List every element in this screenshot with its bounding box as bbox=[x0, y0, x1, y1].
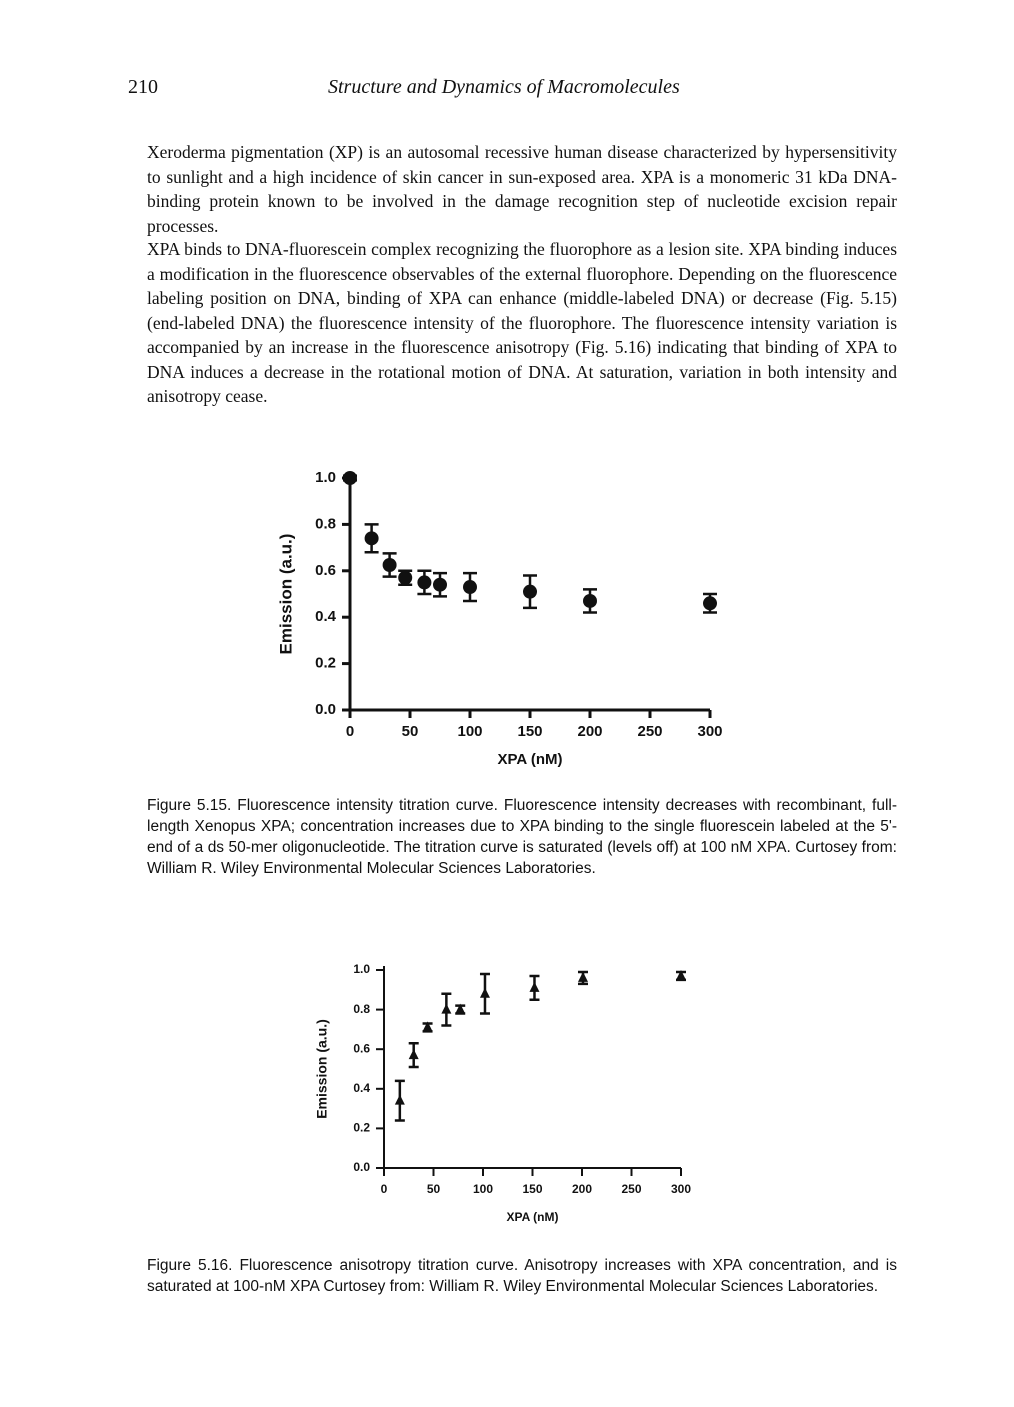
data-point bbox=[441, 1003, 452, 1014]
y-tick-label: 1.0 bbox=[353, 962, 370, 976]
y-tick-label: 0.2 bbox=[315, 655, 336, 672]
y-tick-label: 0.4 bbox=[353, 1081, 370, 1095]
x-tick-label: 250 bbox=[637, 723, 662, 740]
x-tick-label: 50 bbox=[427, 1182, 441, 1196]
data-point bbox=[364, 531, 379, 546]
y-tick-label: 0.4 bbox=[315, 608, 337, 625]
y-tick-label: 0.8 bbox=[353, 1002, 370, 1016]
x-tick-label: 100 bbox=[457, 723, 482, 740]
data-point bbox=[523, 584, 537, 599]
running-title: Structure and Dynamics of Macromolecules bbox=[328, 76, 680, 98]
data-point bbox=[408, 1049, 419, 1060]
data-point bbox=[463, 580, 477, 595]
x-tick-label: 200 bbox=[572, 1182, 592, 1196]
page-number: 210 bbox=[128, 76, 158, 98]
data-point bbox=[417, 575, 432, 590]
x-tick-label: 0 bbox=[346, 723, 354, 740]
figure-caption: Figure 5.15. Fluorescence intensity titr… bbox=[147, 797, 897, 877]
data-point bbox=[422, 1021, 433, 1032]
x-axis-label: XPA (nM) bbox=[507, 1210, 559, 1224]
x-tick-label: 300 bbox=[697, 723, 722, 740]
y-tick-label: 0.0 bbox=[315, 701, 336, 718]
x-tick-label: 150 bbox=[522, 1182, 542, 1196]
y-tick-label: 1.0 bbox=[315, 469, 336, 486]
x-tick-label: 50 bbox=[402, 723, 419, 740]
data-point bbox=[479, 987, 490, 998]
x-tick-label: 300 bbox=[671, 1182, 691, 1196]
y-axis-label: Emission (a.u.) bbox=[314, 1019, 330, 1119]
x-tick-label: 100 bbox=[473, 1182, 493, 1196]
y-axis-label: Emission (a.u.) bbox=[276, 534, 295, 655]
y-tick-label: 0.6 bbox=[353, 1041, 370, 1055]
data-point bbox=[433, 577, 447, 592]
x-tick-label: 150 bbox=[517, 723, 542, 740]
data-point bbox=[676, 969, 686, 980]
data-point bbox=[394, 1094, 405, 1105]
x-tick-label: 250 bbox=[621, 1182, 641, 1196]
data-point bbox=[583, 593, 597, 608]
data-point bbox=[577, 971, 588, 982]
y-tick-label: 0.2 bbox=[353, 1121, 370, 1135]
y-tick-label: 0.8 bbox=[315, 515, 336, 532]
data-point bbox=[529, 981, 540, 992]
data-point bbox=[382, 558, 397, 572]
data-point bbox=[398, 570, 413, 585]
y-tick-label: 0.0 bbox=[353, 1160, 370, 1174]
x-tick-label: 200 bbox=[577, 723, 602, 740]
data-point bbox=[343, 471, 357, 485]
paragraph: Xeroderma pigmentation (XP) is an autoso… bbox=[147, 142, 897, 236]
paragraph: XPA binds to DNA-fluorescein complex rec… bbox=[147, 239, 897, 406]
data-point bbox=[455, 1003, 466, 1014]
data-point bbox=[703, 596, 717, 611]
y-tick-label: 0.6 bbox=[315, 562, 336, 579]
x-axis-label: XPA (nM) bbox=[498, 751, 563, 768]
x-tick-label: 0 bbox=[381, 1182, 388, 1196]
figure-caption: Figure 5.16. Fluorescence anisotropy tit… bbox=[147, 1257, 897, 1295]
